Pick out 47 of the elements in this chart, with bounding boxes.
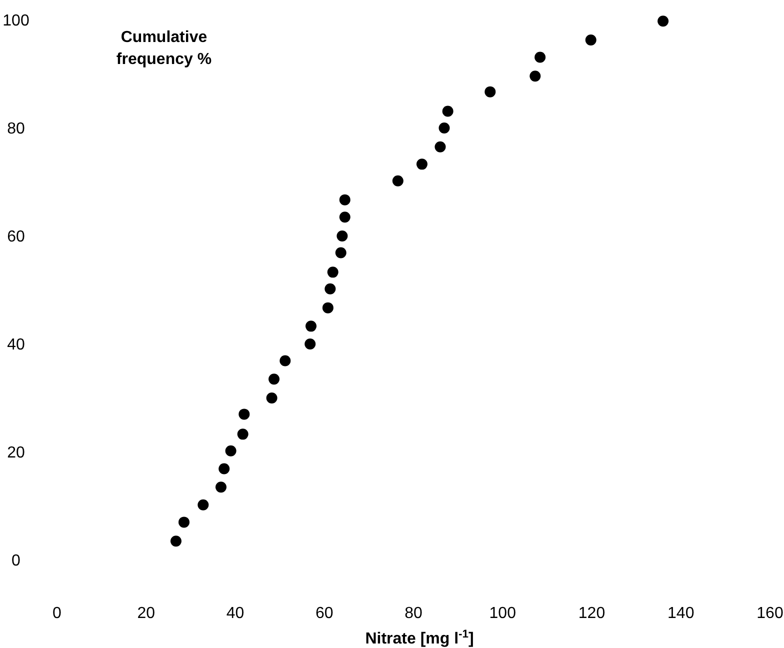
point — [392, 175, 404, 186]
y-tick-label: 100 — [2, 12, 30, 30]
x-axis-title: Nitrate [mg l$^{-1}$] — [365, 628, 474, 648]
point — [658, 16, 669, 27]
point — [268, 374, 280, 385]
point — [198, 499, 209, 510]
point — [327, 266, 338, 278]
point — [336, 230, 348, 242]
point — [304, 338, 316, 350]
y-tick-label: 20 — [7, 444, 25, 462]
x-tick-label: 80 — [404, 605, 422, 622]
x-tick-label: 60 — [315, 605, 334, 622]
y-tick-label: 60 — [7, 228, 25, 246]
point — [484, 86, 496, 98]
point — [339, 194, 350, 206]
point — [438, 122, 450, 134]
point — [322, 302, 334, 314]
point — [534, 52, 546, 63]
point — [178, 516, 190, 528]
point — [416, 158, 428, 170]
point — [306, 320, 317, 332]
x-tick-label: 20 — [137, 605, 156, 622]
point — [215, 482, 226, 493]
y-tick-label: 0 — [12, 552, 21, 570]
y-tick-label: 40 — [7, 336, 25, 354]
point — [266, 392, 278, 404]
x-tick-label: 0 — [52, 605, 62, 622]
point — [324, 283, 336, 294]
point — [280, 355, 291, 366]
y-tick-label: 80 — [7, 120, 25, 138]
y-axis-title: Cumulative frequency % — [116, 29, 212, 68]
x-tick-label: 100 — [489, 605, 516, 622]
x-tick-label: 120 — [578, 605, 606, 622]
point — [434, 141, 446, 152]
x-tick-label: 140 — [668, 605, 694, 622]
point — [530, 70, 541, 82]
point — [218, 463, 230, 474]
x-tick-label: 160 — [756, 605, 784, 622]
x-tick-label: 40 — [226, 605, 244, 622]
point — [238, 408, 250, 420]
point — [339, 212, 350, 223]
point — [170, 536, 182, 547]
point — [237, 428, 248, 440]
point — [225, 445, 236, 456]
point — [442, 106, 454, 117]
point — [585, 34, 596, 46]
point — [335, 247, 346, 258]
